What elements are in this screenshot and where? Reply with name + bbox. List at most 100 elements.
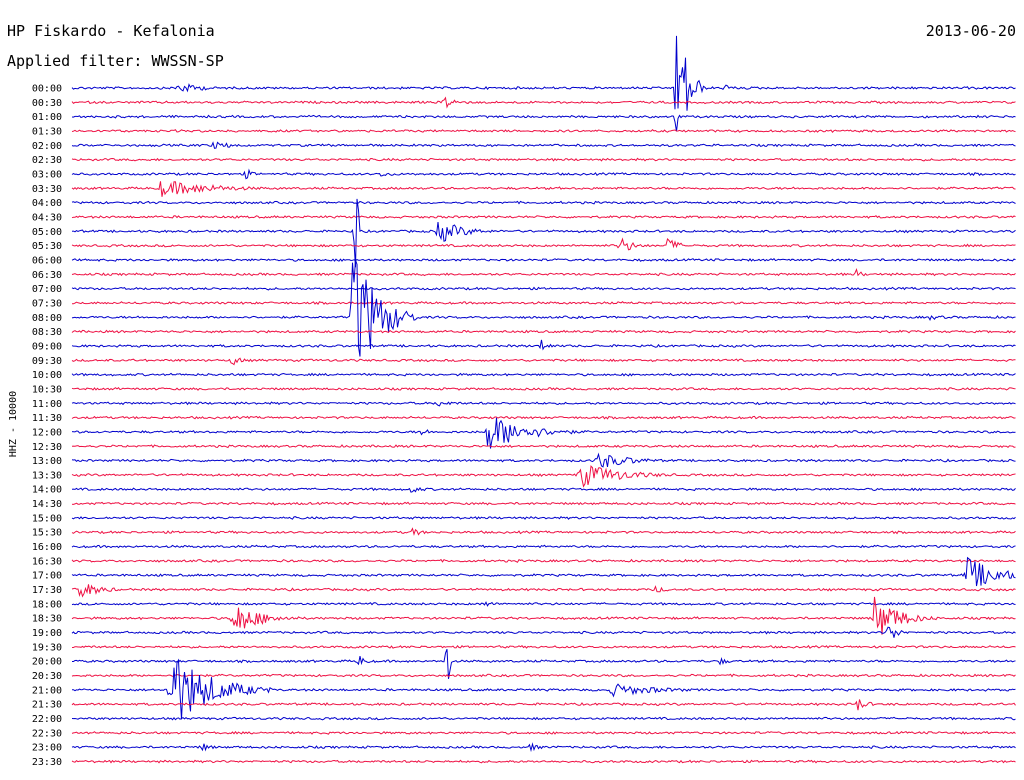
trace-line [71, 759, 1016, 764]
trace-line [71, 417, 1016, 449]
tick-label: 02:30 [32, 155, 62, 166]
tick-label: 14:00 [32, 485, 62, 496]
trace-line [71, 527, 1016, 536]
station-title: HP Fiskardo - Kefalonia [7, 22, 215, 40]
trace-line [71, 596, 1016, 635]
trace-line [71, 544, 1016, 549]
tick-label: 11:30 [32, 413, 62, 424]
trace-line [71, 601, 1016, 607]
tick-label: 11:00 [32, 399, 62, 410]
trace-line [71, 465, 1016, 488]
trace-line [71, 556, 1016, 587]
trace-line [71, 486, 1016, 493]
trace-line [71, 286, 1016, 291]
tick-label: 15:00 [32, 513, 62, 524]
trace-line [71, 415, 1016, 420]
tick-label: 03:00 [32, 169, 62, 180]
tick-label: 01:00 [32, 112, 62, 123]
trace-line [71, 516, 1016, 520]
tick-label: 00:30 [32, 98, 62, 109]
date-label: 2013-06-20 [926, 22, 1016, 40]
tick-label: 06:00 [32, 255, 62, 266]
tick-label: 10:00 [32, 370, 62, 381]
channel-label: HHZ - 10000 [8, 391, 19, 457]
tick-label: 12:00 [32, 427, 62, 438]
tick-label: 08:00 [32, 313, 62, 324]
trace-line [71, 401, 1016, 407]
trace-line [71, 181, 1016, 197]
tick-label: 22:00 [32, 714, 62, 725]
tick-label: 20:00 [32, 657, 62, 668]
tick-label: 21:30 [32, 700, 62, 711]
trace-group [71, 35, 1016, 764]
tick-label: 02:00 [32, 141, 62, 152]
tick-label: 09:00 [32, 341, 62, 352]
trace-line [71, 200, 1016, 205]
trace-line [72, 301, 1016, 306]
tick-label: 07:00 [32, 284, 62, 295]
tick-label: 23:30 [32, 757, 62, 768]
time-tick-labels: 00:00 00:30 01:00 01:30 02:00 02:30 03:00 03:30… [32, 84, 62, 769]
tick-label: 15:30 [32, 528, 62, 539]
tick-label: 20:30 [32, 671, 62, 682]
trace-line [71, 114, 1016, 132]
trace-line [71, 444, 1016, 449]
trace-line [71, 558, 1016, 563]
tick-label: 22:30 [32, 728, 62, 739]
trace-line [71, 141, 1016, 149]
tick-label: 13:30 [32, 470, 62, 481]
trace-line [71, 129, 1016, 133]
trace-line [71, 699, 1016, 711]
tick-label: 17:30 [32, 585, 62, 596]
tick-label: 23:00 [32, 743, 62, 754]
trace-line [71, 198, 1016, 268]
trace-line [71, 742, 1016, 753]
tick-label: 21:00 [32, 685, 62, 696]
filter-label: Applied filter: WWSSN-SP [7, 52, 224, 70]
trace-line [71, 730, 1016, 735]
tick-label: 07:30 [32, 298, 62, 309]
trace-line [71, 329, 1016, 334]
tick-label: 19:00 [32, 628, 62, 639]
trace-line [71, 96, 1016, 109]
trace-line [71, 267, 1016, 277]
tick-label: 12:30 [32, 442, 62, 453]
tick-label: 14:30 [32, 499, 62, 510]
tick-label: 18:30 [32, 614, 62, 625]
tick-label: 16:30 [32, 556, 62, 567]
tick-label: 01:30 [32, 126, 62, 137]
tick-label: 16:00 [32, 542, 62, 553]
trace-line [71, 452, 1016, 468]
tick-label: 05:30 [32, 241, 62, 252]
trace-line [72, 649, 1016, 679]
trace-line [71, 584, 1016, 598]
tick-label: 06:30 [32, 270, 62, 281]
trace-line [71, 259, 1016, 357]
trace-line [71, 673, 1016, 678]
tick-label: 00:00 [32, 84, 62, 95]
trace-line [71, 257, 1016, 262]
trace-line [71, 501, 1016, 506]
trace-line [71, 372, 1016, 377]
trace-line [71, 658, 1016, 720]
tick-label: 09:30 [32, 356, 62, 367]
trace-line [71, 237, 1016, 251]
trace-line [71, 168, 1016, 180]
tick-label: 18:00 [32, 599, 62, 610]
trace-line [71, 35, 1016, 111]
trace-line [71, 626, 1016, 638]
tick-label: 13:00 [32, 456, 62, 467]
tick-label: 05:00 [32, 227, 62, 238]
trace-line [71, 716, 1016, 721]
tick-label: 03:30 [32, 184, 62, 195]
trace-line [71, 157, 1016, 162]
trace-line [72, 644, 1016, 649]
tick-label: 04:30 [32, 212, 62, 223]
tick-label: 10:30 [32, 384, 62, 395]
trace-line [71, 215, 1016, 219]
tick-label: 08:30 [32, 327, 62, 338]
trace-line [71, 386, 1016, 391]
trace-line [71, 339, 1016, 351]
tick-label: 04:00 [32, 198, 62, 209]
